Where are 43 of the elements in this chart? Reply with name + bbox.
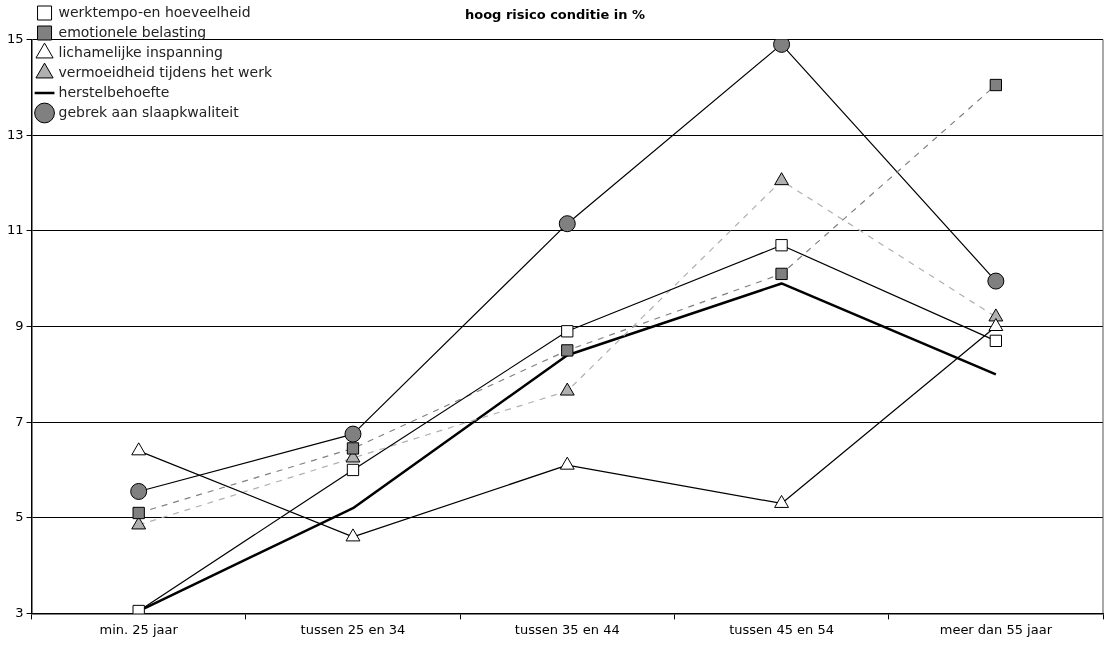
point [132, 506, 145, 520]
point [773, 39, 791, 53]
point [559, 456, 575, 470]
point [130, 482, 148, 500]
point [344, 425, 362, 443]
point [775, 239, 788, 252]
legend-label: vermoeidheid tijdens het werk [58, 63, 273, 80]
x-tick-label: tussen 35 en 44 [514, 621, 620, 637]
x-tick-label: min. 25 jaar [99, 621, 179, 637]
y-tick-label: 11 [7, 222, 24, 238]
x-tick-label: meer dan 55 jaar [939, 621, 1053, 637]
point [988, 308, 1004, 322]
legend-label: gebrek aan slaapkwaliteit [58, 103, 240, 120]
legend-label: lichamelijke inspanning [58, 43, 223, 60]
point [561, 344, 574, 357]
point [558, 215, 576, 233]
legend-label: emotionele belasting [58, 23, 207, 40]
point [346, 463, 360, 477]
point [989, 334, 1003, 347]
point [561, 325, 574, 338]
point [131, 442, 147, 456]
point [774, 494, 789, 508]
point [346, 442, 360, 455]
y-tick-label: 13 [7, 126, 24, 142]
y-tick-label: 3 [15, 604, 24, 620]
y-tick-label: 7 [15, 413, 24, 429]
point [345, 528, 361, 542]
legend-label: werktempo-en hoeveelheid [58, 3, 251, 20]
point [559, 382, 575, 396]
point [774, 172, 789, 186]
legend-label: herstelbehoefte [58, 83, 170, 100]
x-tick-label: tussen 45 en 54 [729, 621, 834, 637]
y-tick-label: 15 [7, 30, 24, 46]
y-tick-label: 9 [15, 317, 24, 333]
point [132, 604, 145, 614]
point [988, 318, 1004, 331]
point [131, 516, 147, 530]
point [989, 78, 1003, 92]
x-tick-label: tussen 25 en 34 [300, 621, 406, 637]
y-tick-label: 5 [15, 509, 24, 525]
chart-title: hoog risico conditie in % [464, 7, 646, 23]
point [987, 272, 1005, 290]
point [775, 267, 788, 281]
